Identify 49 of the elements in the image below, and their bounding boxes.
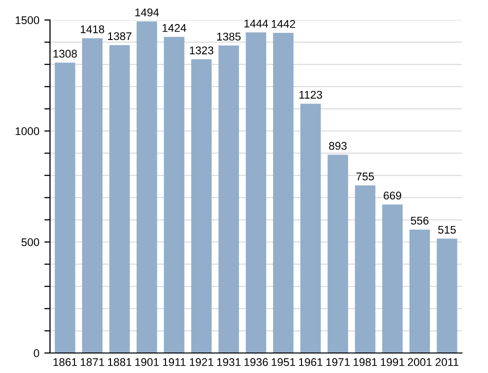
x-tick-label: 1921	[190, 358, 214, 366]
data-label: 755	[356, 172, 374, 180]
bar	[109, 45, 130, 353]
bar	[164, 36, 184, 353]
x-tick-label: 1961	[299, 358, 322, 366]
y-tick-label: 1500	[16, 16, 40, 24]
data-label: 1424	[162, 24, 186, 32]
data-label: 1444	[244, 20, 268, 28]
data-label: 1323	[190, 46, 214, 54]
x-tick-label: 1936	[244, 358, 268, 366]
data-label: 1494	[135, 8, 159, 16]
bar	[82, 38, 103, 353]
bar	[300, 104, 321, 353]
x-tick-label: 2011	[436, 358, 458, 366]
bar	[218, 46, 239, 353]
x-tick-label: 1931	[217, 358, 241, 366]
data-label: 669	[384, 192, 402, 200]
x-tick-label: 1971	[326, 358, 350, 366]
data-label: 1385	[217, 32, 241, 41]
bar	[382, 204, 403, 353]
data-label: 893	[329, 142, 347, 150]
x-tick-label: 1981	[354, 358, 377, 366]
data-label: 1308	[53, 50, 77, 58]
data-label: 1387	[108, 32, 132, 40]
x-tick-label: 1901	[135, 358, 159, 366]
data-label: 1442	[272, 20, 296, 28]
data-label: 1123	[299, 90, 322, 99]
y-tick-label: 0	[34, 349, 40, 358]
bar	[191, 59, 212, 353]
bar	[136, 21, 158, 353]
x-tick-label: 1911	[163, 358, 186, 366]
x-tick-label: 1951	[272, 358, 296, 366]
bar	[328, 154, 348, 353]
data-label: 556	[410, 216, 428, 225]
bar	[273, 32, 294, 353]
bar	[354, 185, 376, 353]
data-label: 515	[438, 226, 456, 234]
y-tick-label: 1000	[16, 127, 40, 136]
x-tick-label: 1871	[80, 358, 104, 366]
bar	[54, 62, 76, 353]
x-tick-label: 1861	[53, 358, 77, 366]
x-tick-label: 1991	[380, 358, 404, 366]
x-tick-label: 2001	[408, 358, 432, 366]
bar	[436, 238, 458, 353]
x-tick-label: 1881	[108, 358, 132, 366]
data-label: 1418	[80, 25, 104, 34]
bar	[409, 230, 430, 353]
bar	[246, 32, 266, 353]
y-tick-label: 500	[21, 238, 40, 246]
